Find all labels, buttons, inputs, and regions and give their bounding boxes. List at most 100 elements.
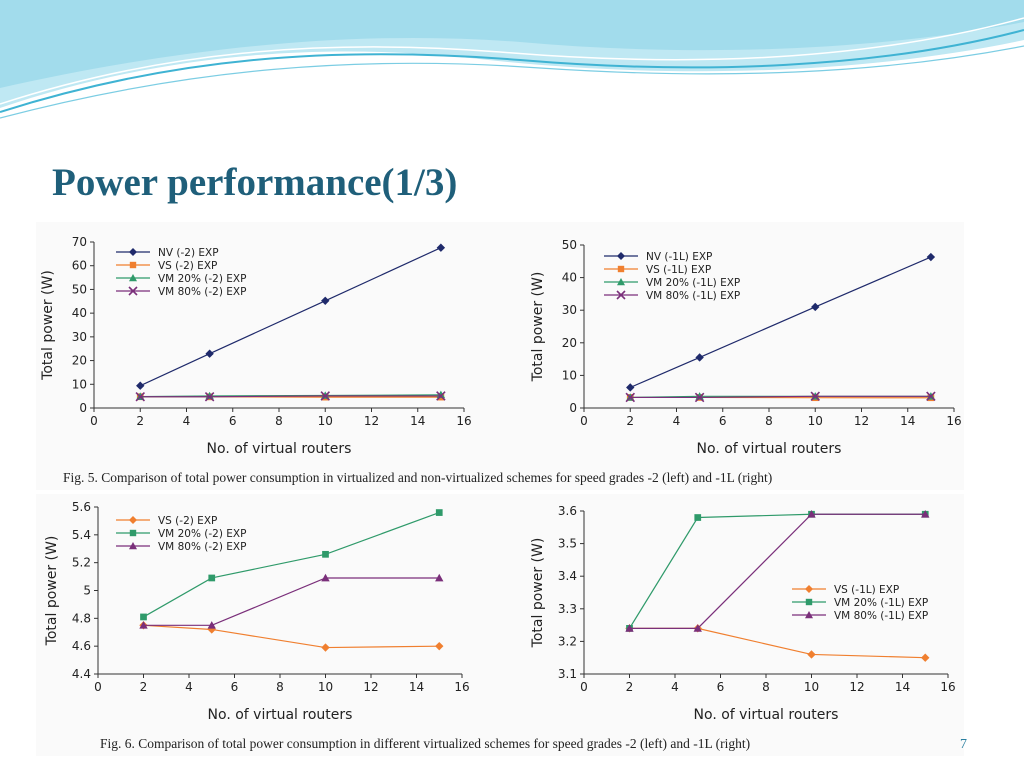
data-point	[139, 621, 148, 629]
fig6-left-chart: 0 2 4 6 8 10 12 14 16 4.4 4.6 4.8 5 5.2 5.4 5.6 No. of v…	[44, 500, 470, 723]
data-point	[207, 621, 216, 629]
x-tick-label: 2	[140, 680, 148, 694]
legend-marker	[805, 598, 813, 606]
data-point	[625, 624, 634, 632]
legend-label: VM 80% (-1L) EXP	[646, 290, 740, 302]
x-tick-label: 10	[804, 680, 819, 694]
x-axis-label: No. of virtual routers	[207, 441, 352, 457]
x-axis-label: No. of virtual routers	[694, 707, 839, 723]
x-tick-label: 4	[671, 680, 679, 694]
data-point	[321, 643, 330, 652]
data-point	[810, 391, 821, 402]
legend-label: VM 80% (-1L) EXP	[834, 610, 928, 622]
data-point	[435, 573, 444, 582]
data-point	[807, 650, 816, 659]
x-tick-label: 6	[231, 680, 239, 694]
legend-marker	[616, 290, 626, 300]
data-point	[807, 510, 816, 518]
legend-marker	[129, 529, 137, 537]
header-wave-decoration	[0, 0, 1024, 119]
legend-marker	[617, 252, 625, 260]
x-tick-label: 4	[673, 414, 681, 428]
slide-title: Power performance(1/3)	[52, 161, 458, 204]
x-tick-label: 16	[456, 414, 471, 428]
x-tick-label: 10	[318, 414, 333, 428]
legend-marker	[805, 611, 813, 619]
data-point	[436, 243, 446, 252]
x-tick-label: 16	[454, 680, 469, 694]
series-line-0	[143, 624, 440, 649]
series-line-1	[143, 512, 440, 618]
data-point	[694, 392, 705, 403]
legend-marker	[129, 248, 137, 256]
x-tick-label: 0	[90, 414, 98, 428]
y-axis-label: Total power (W)	[40, 270, 56, 381]
y-tick-label: 50	[72, 282, 87, 296]
data-point	[208, 574, 216, 582]
y-axis-label: Total power (W)	[530, 272, 546, 383]
x-tick-label: 2	[136, 414, 144, 428]
y-tick-label: 5.6	[72, 500, 91, 514]
x-tick-label: 14	[410, 414, 425, 428]
y-tick-label: 5	[83, 584, 91, 598]
y-tick-label: 60	[72, 259, 87, 273]
y-tick-label: 50	[562, 238, 577, 252]
data-point	[205, 349, 214, 358]
y-tick-label: 0	[79, 401, 87, 415]
y-tick-label: 5.2	[72, 556, 91, 570]
x-tick-label: 8	[765, 414, 773, 428]
y-tick-label: 4.6	[72, 639, 91, 653]
x-tick-label: 0	[580, 680, 588, 694]
series-line-0	[139, 247, 442, 387]
x-tick-label: 4	[185, 680, 193, 694]
x-tick-label: 16	[946, 414, 961, 428]
x-tick-label: 14	[895, 680, 910, 694]
data-point	[694, 514, 702, 521]
series-line-2	[143, 577, 440, 626]
x-tick-label: 12	[854, 414, 869, 428]
legend-label: VM 80% (-2) EXP	[158, 541, 246, 553]
data-point	[322, 550, 329, 558]
y-tick-label: 3.1	[558, 667, 577, 681]
legend-marker	[129, 542, 137, 550]
y-tick-label: 3.2	[558, 634, 577, 648]
y-tick-label: 40	[562, 271, 577, 285]
data-point	[811, 302, 820, 312]
y-tick-label: 30	[562, 303, 577, 317]
data-point	[435, 509, 443, 516]
data-point	[626, 383, 635, 392]
y-tick-label: 3.3	[558, 602, 577, 616]
series-line-3	[630, 395, 931, 399]
series-line-0	[630, 256, 932, 389]
fig5-right-chart: 0 2 4 6 8 10 12 14 16 0 10 20 30 40 50 No. of virtual r…	[530, 238, 962, 457]
x-tick-label: 6	[719, 414, 727, 428]
legend-label: NV (-2) EXP	[158, 247, 219, 259]
x-tick-label: 8	[276, 680, 284, 694]
legend-label: VM 20% (-1L) EXP	[834, 597, 928, 609]
data-point	[435, 641, 444, 651]
legend-label: VS (-1L) EXP	[646, 264, 711, 276]
y-tick-label: 5.4	[72, 528, 91, 542]
y-tick-label: 3.6	[558, 504, 577, 518]
legend-marker	[617, 265, 625, 273]
y-tick-label: 10	[562, 368, 577, 382]
figure-5-panel	[36, 222, 964, 490]
x-axis-label: No. of virtual routers	[208, 707, 353, 723]
data-point	[926, 252, 936, 262]
y-tick-label: 0	[569, 401, 577, 415]
x-tick-label: 12	[364, 414, 379, 428]
series-line-3	[140, 395, 441, 398]
legend-label: VS (-2) EXP	[158, 260, 217, 272]
fig5-left-chart: 0 2 4 6 8 10 12 14 16 0 10 20 30 40 50 60 70 No. of virtu…	[40, 235, 472, 457]
legend-marker	[805, 585, 813, 593]
x-tick-label: 2	[626, 680, 634, 694]
x-tick-label: 4	[183, 414, 191, 428]
data-point	[921, 653, 930, 662]
y-axis-label: Total power (W)	[44, 536, 60, 647]
data-point	[135, 391, 146, 402]
legend-label: VS (-2) EXP	[158, 515, 217, 527]
x-tick-label: 10	[808, 414, 823, 428]
y-tick-label: 70	[72, 235, 87, 249]
data-point	[321, 296, 330, 306]
series-line-2	[629, 513, 926, 629]
